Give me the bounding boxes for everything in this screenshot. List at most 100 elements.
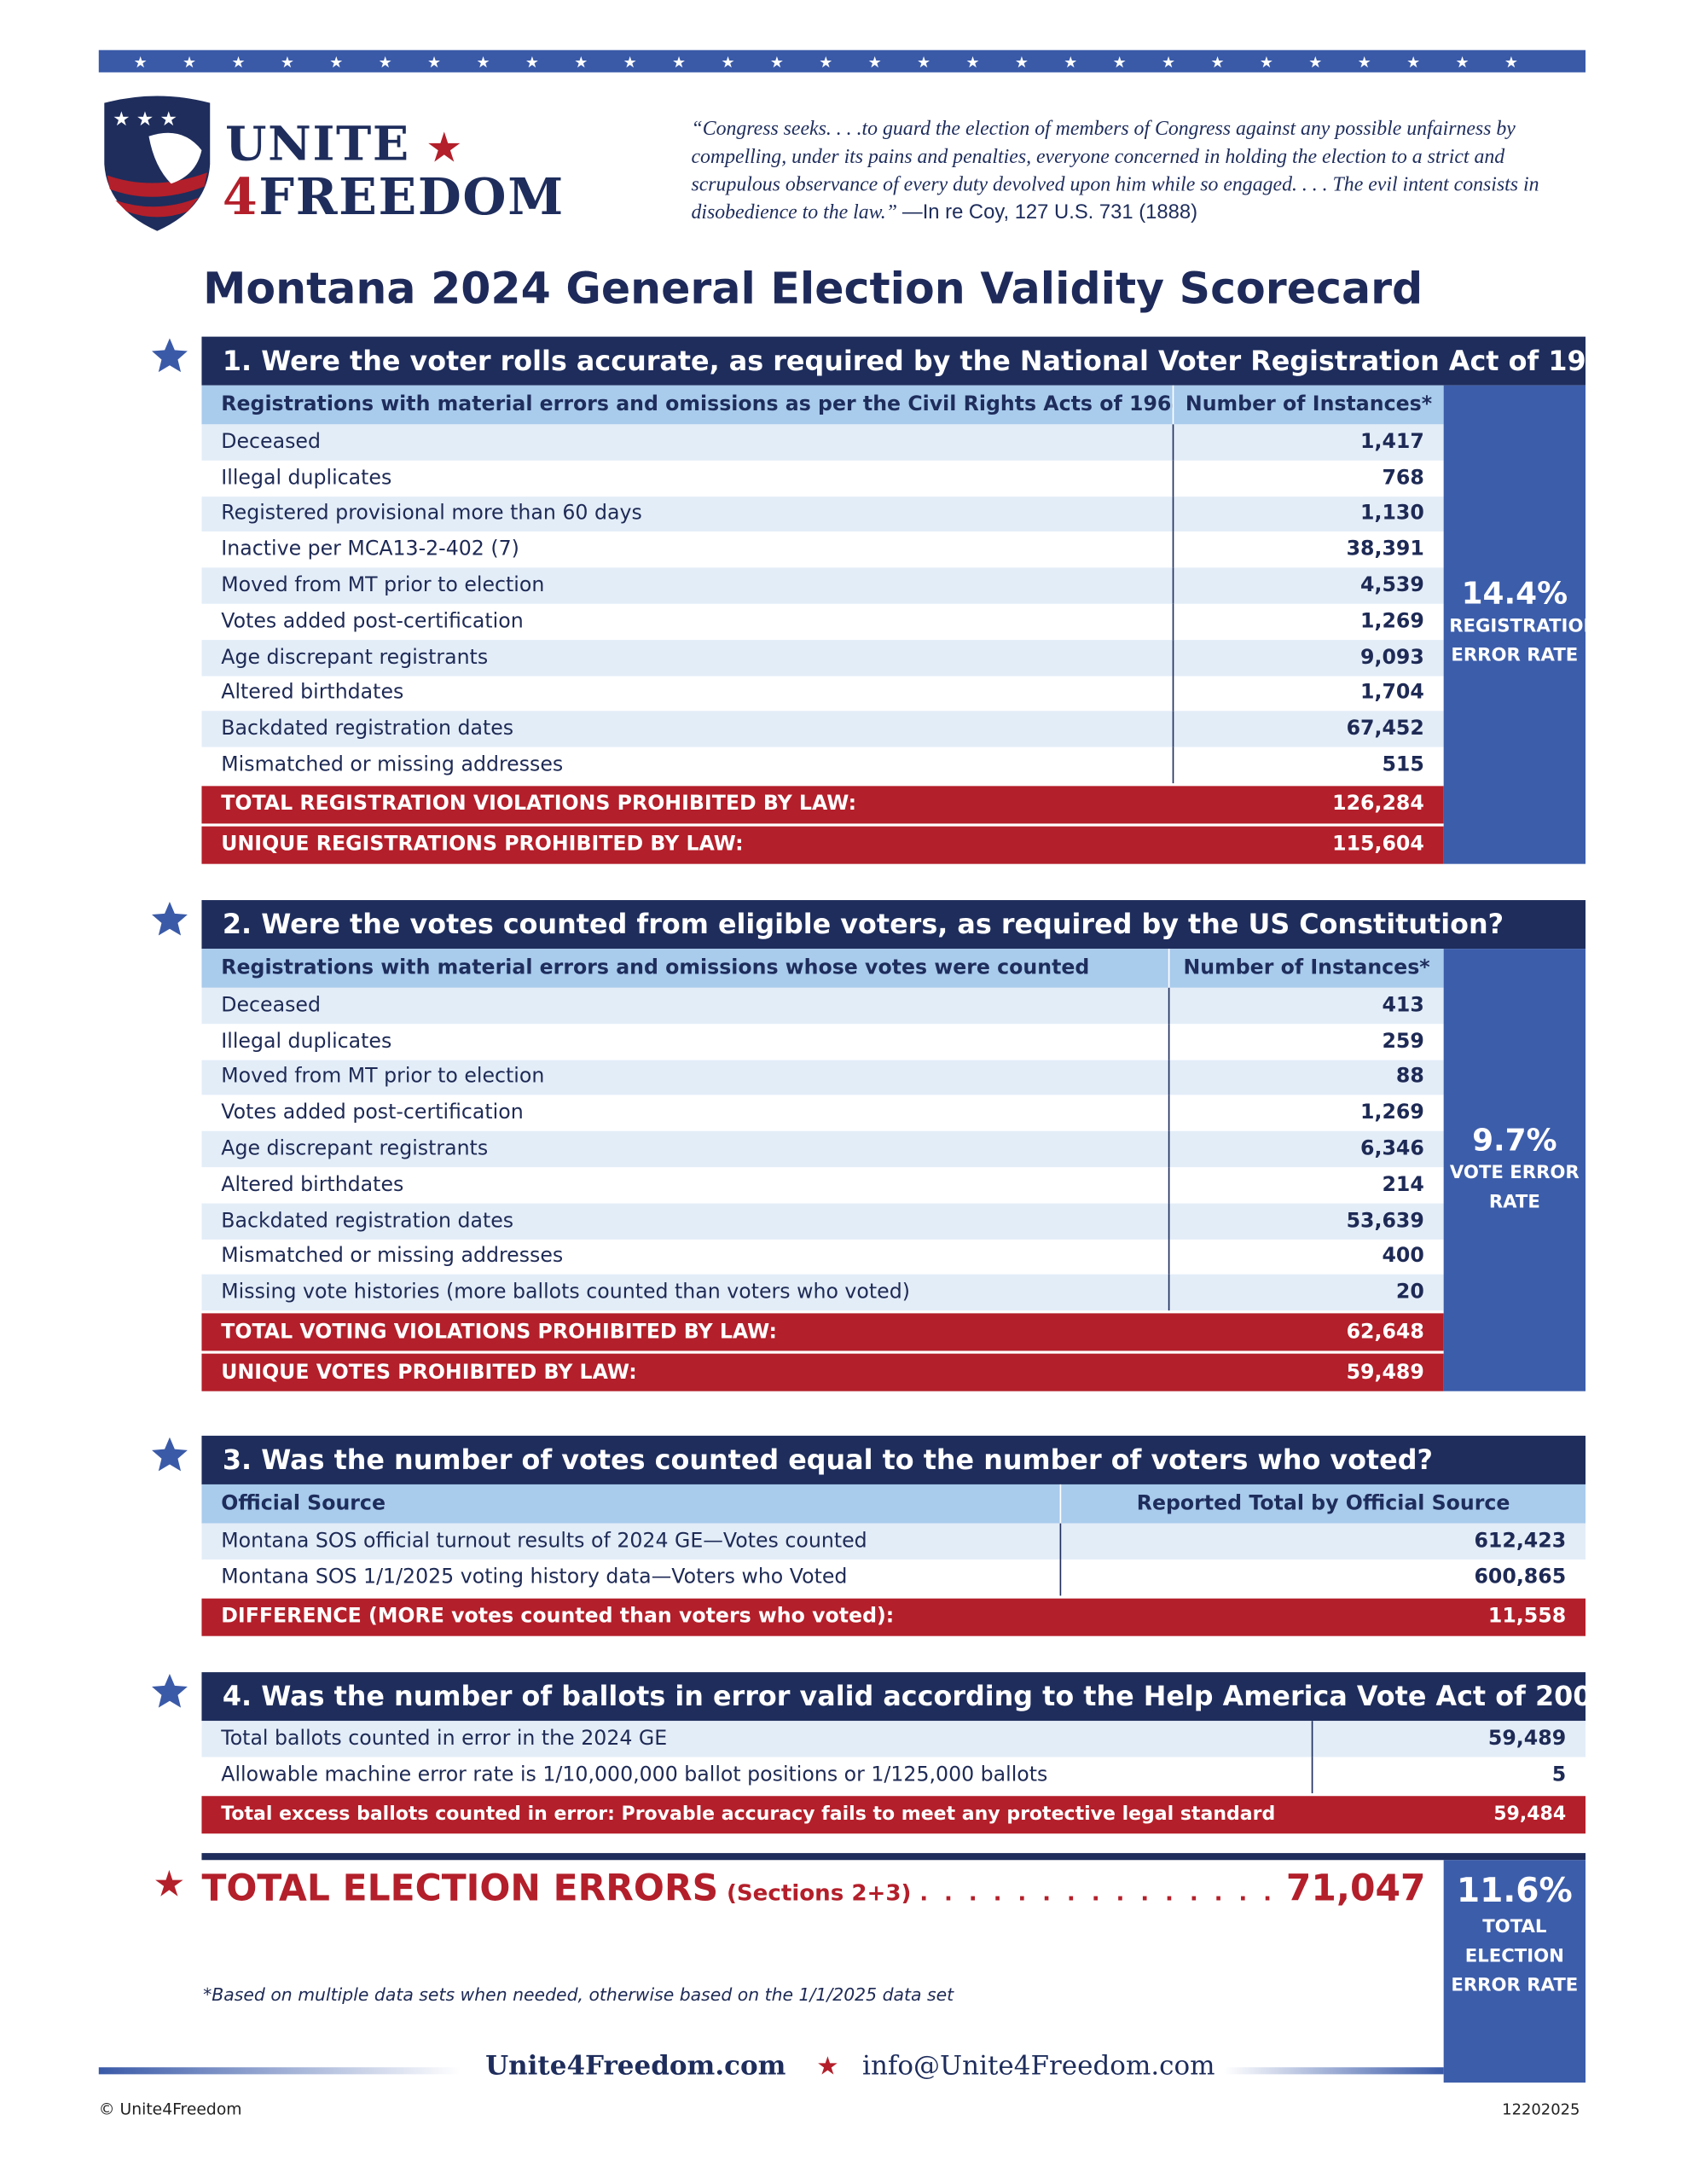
band-star: ★ [1358,54,1371,72]
total-value: 71,047 [1285,1868,1426,1910]
total-row: UNIQUE VOTES PROHIBITED BY LAW: 59,489 [201,1353,1444,1391]
band-star: ★ [476,54,490,72]
brand-digit: 4 [222,168,259,227]
row-label: Missing vote histories (more ballots cou… [221,1281,910,1304]
footer-rule-right [1224,2067,1444,2075]
column-header: Official Source [221,1492,386,1515]
band-star: ★ [1260,54,1273,72]
band-star: ★ [281,54,294,72]
table-row: Deceased 1,417 [201,424,1444,461]
row-label: Illegal duplicates [221,1030,392,1053]
total-row: Total excess ballots counted in error: P… [201,1795,1586,1833]
row-label: Moved from MT prior to election [221,1066,545,1089]
row-value: 259 [1168,1023,1444,1060]
row-label: Inactive per MCA13-2-402 (7) [221,538,519,561]
row-label: Moved from MT prior to election [221,574,545,597]
rate-label: VOTE ERROR RATE [1449,1162,1580,1213]
total-value: 115,604 [1332,834,1424,857]
row-value: 5 [1311,1757,1586,1793]
footer-email[interactable]: info@Unite4Freedom.com [862,2050,1215,2082]
table-row: Altered birthdates 214 [201,1167,1444,1204]
band-star: ★ [1015,54,1029,72]
band-star: ★ [525,54,539,72]
rate-value: 11.6% [1456,1871,1573,1910]
table-row: Deceased 413 [201,987,1444,1024]
band-star: ★ [1406,54,1420,72]
total-row: TOTAL REGISTRATION VIOLATIONS PROHIBITED… [201,786,1444,824]
total-label: TOTAL VOTING VIOLATIONS PROHIBITED BY LA… [221,1321,777,1344]
row-value: 4,539 [1172,567,1444,604]
band-star: ★ [231,54,245,72]
total-note: (Sections 2+3) [726,1879,912,1907]
row-value: 1,704 [1172,675,1444,712]
total-value: 59,484 [1493,1803,1567,1826]
row-label: Deceased [221,994,321,1017]
row-label: Age discrepant registrants [221,646,489,669]
band-star: ★ [134,54,148,72]
row-value: 9,093 [1172,639,1444,676]
section-question: 4. Was the number of ballots in error va… [201,1672,1586,1722]
total-row: DIFFERENCE (MORE votes counted than vote… [201,1598,1586,1636]
brand-top: UNITE ★ [225,116,462,173]
row-label: Backdated registration dates [221,717,514,741]
quote-citation: —In re Coy, 127 U.S. 731 (1888) [901,201,1198,224]
table-row: Votes added post-certification 1,269 [201,603,1444,640]
row-label: Altered birthdates [221,1174,404,1197]
total-label: UNIQUE VOTES PROHIBITED BY LAW: [221,1361,637,1385]
total-label: TOTAL ELECTION ERRORS [201,1868,719,1910]
section-question: 1. Were the voter rolls accurate, as req… [201,336,1586,386]
table: Registrations with material errors and o… [201,385,1444,864]
brand-top-text: UNITE [225,116,410,173]
section-question: 2. Were the votes counted from eligible … [201,900,1586,950]
total-row: TOTAL VOTING VIOLATIONS PROHIBITED BY LA… [201,1313,1444,1351]
table-row: Altered birthdates 1,704 [201,675,1444,712]
brand-bottom-text: FREEDOM [258,168,565,227]
row-label: Votes added post-certification [221,1101,524,1125]
band-star: ★ [819,54,832,72]
rate-value: 9.7% [1472,1123,1557,1159]
total-row: UNIQUE REGISTRATIONS PROHIBITED BY LAW: 1… [201,826,1444,864]
row-value: 612,423 [1059,1523,1586,1560]
row-value: 20 [1168,1275,1444,1311]
row-value: 214 [1168,1167,1444,1204]
svg-text:★ ★ ★: ★ ★ ★ [113,108,177,131]
table-row: Total ballots counted in error in the 20… [201,1721,1586,1757]
section-body: Official Source Reported Total by Officia… [201,1484,1586,1636]
footer-website[interactable]: Unite4Freedom.com [485,2050,786,2082]
column-header: Reported Total by Official Source [1059,1484,1586,1524]
band-star: ★ [1308,54,1322,72]
row-label: Deceased [221,431,321,454]
row-value: 53,639 [1168,1203,1444,1240]
band-star: ★ [721,54,734,72]
band-star: ★ [868,54,882,72]
table-row: Allowable machine error rate is 1/10,000… [201,1757,1586,1793]
column-header: Number of Instances* [1172,385,1444,425]
section-star [150,900,189,939]
header-row: Registrations with material errors and o… [201,385,1444,425]
band-star: ★ [672,54,686,72]
table-row: Moved from MT prior to election 88 [201,1059,1444,1095]
band-star: ★ [379,54,392,72]
row-label: Allowable machine error rate is 1/10,000… [221,1763,1048,1786]
logo-shield: ★ ★ ★ [104,96,211,231]
band-star: ★ [1455,54,1469,72]
row-value: 1,269 [1172,603,1444,640]
row-value: 1,269 [1168,1095,1444,1132]
row-label: Registered provisional more than 60 days [221,502,642,526]
total-rate: 11.6% TOTAL ELECTION ERROR RATE [1443,1860,1586,2083]
band-star: ★ [1210,54,1224,72]
row-value: 1,417 [1172,424,1444,461]
table-row: Votes added post-certification 1,269 [201,1095,1444,1132]
table-row: Illegal duplicates 259 [201,1023,1444,1060]
title: Montana 2024 General Election Validity S… [203,264,1423,315]
band-star: ★ [623,54,637,72]
section-star [150,337,189,376]
section-body: Registrations with material errors and o… [201,949,1586,1391]
column-header: Registrations with material errors and o… [221,393,1173,416]
total-label: TOTAL REGISTRATION VIOLATIONS PROHIBITED… [221,793,857,816]
footer-rule-left [98,2067,461,2075]
footer-star: ★ [816,2052,839,2082]
table-row: Backdated registration dates 67,452 [201,711,1444,747]
rate-value: 14.4% [1461,578,1568,613]
